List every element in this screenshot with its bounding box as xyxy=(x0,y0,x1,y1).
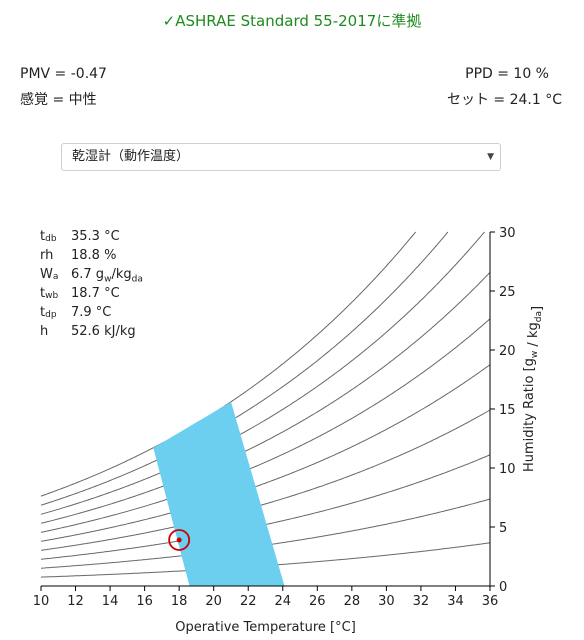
property-symbol: Wa xyxy=(40,267,59,282)
property-value: 7.9 °C xyxy=(71,305,112,320)
x-tick-label: 18 xyxy=(171,594,188,609)
x-tick-label: 36 xyxy=(482,594,499,609)
rh-curve-40 xyxy=(40,409,491,551)
x-tick-label: 34 xyxy=(447,594,464,609)
sensation-value: 感覚 = 中性 xyxy=(20,92,97,108)
rh-curve-60 xyxy=(40,318,491,533)
property-value: 6.7 gw/kgda xyxy=(71,267,143,285)
rh-curve-50 xyxy=(40,364,491,542)
property-value: 52.6 kJ/kg xyxy=(71,324,136,339)
chart-type-select[interactable]: 乾湿計（動作温度） ▼ xyxy=(61,143,501,171)
marker-ring xyxy=(168,529,191,551)
x-tick-label: 12 xyxy=(67,594,84,609)
property-symbol: twb xyxy=(40,286,59,301)
x-tick-label: 22 xyxy=(240,594,257,609)
y-tick-label: 10 xyxy=(499,462,516,477)
y-tick-label: 25 xyxy=(499,285,516,300)
property-symbol: rh xyxy=(40,248,54,263)
x-tick-label: 24 xyxy=(274,594,291,609)
comfort-zone xyxy=(153,401,285,586)
y-tick-label: 5 xyxy=(499,521,507,536)
marker-dot xyxy=(176,537,182,543)
x-axis-ticks: 10 12 14 16 18 20 22 24 26 28 30 32 34 36 xyxy=(33,586,499,609)
rh-curve-70 xyxy=(40,272,491,524)
dropdown-arrow-icon: ▼ xyxy=(487,152,494,162)
property-symbol: h xyxy=(40,324,49,339)
pmv-value: PMV = -0.47 xyxy=(20,66,107,82)
x-tick-label: 20 xyxy=(205,594,222,609)
x-axis-label: Operative Temperature [°C] xyxy=(175,620,356,635)
ppd-value: PPD = 10 % xyxy=(465,66,549,82)
property-value: 18.7 °C xyxy=(71,286,120,301)
x-tick-label: 14 xyxy=(102,594,119,609)
x-tick-label: 16 xyxy=(136,594,153,609)
y-tick-label: 20 xyxy=(499,344,516,359)
compliance-banner: ✓ASHRAE Standard 55-2017に準拠 xyxy=(0,10,584,31)
property-value: 35.3 °C xyxy=(71,229,120,244)
property-value: 18.8 % xyxy=(71,248,117,263)
rh-curve-80 xyxy=(40,231,485,515)
y-axis-label: Humidity Ratio [gw / kgda] xyxy=(522,306,545,472)
rh-curve-90 xyxy=(40,231,449,506)
property-symbol: tdp xyxy=(40,305,57,320)
compliance-text: ASHRAE Standard 55-2017に準拠 xyxy=(175,12,422,30)
y-axis-ticks: 0 5 10 15 20 25 30 xyxy=(490,226,516,595)
y-tick-label: 15 xyxy=(499,403,516,418)
current-condition-marker xyxy=(168,529,191,551)
check-icon: ✓ xyxy=(162,12,176,30)
y-tick-label: 0 xyxy=(499,580,507,595)
y-tick-label: 30 xyxy=(499,226,516,241)
chart-type-selected: 乾湿計（動作温度） xyxy=(72,149,190,164)
x-tick-label: 30 xyxy=(378,594,395,609)
property-symbol: tdb xyxy=(40,229,57,244)
x-tick-label: 28 xyxy=(344,594,361,609)
x-tick-label: 26 xyxy=(309,594,326,609)
set-value: セット = 24.1 °C xyxy=(446,92,562,108)
x-tick-label: 10 xyxy=(33,594,50,609)
x-tick-label: 32 xyxy=(413,594,430,609)
rh-curves xyxy=(40,231,491,578)
